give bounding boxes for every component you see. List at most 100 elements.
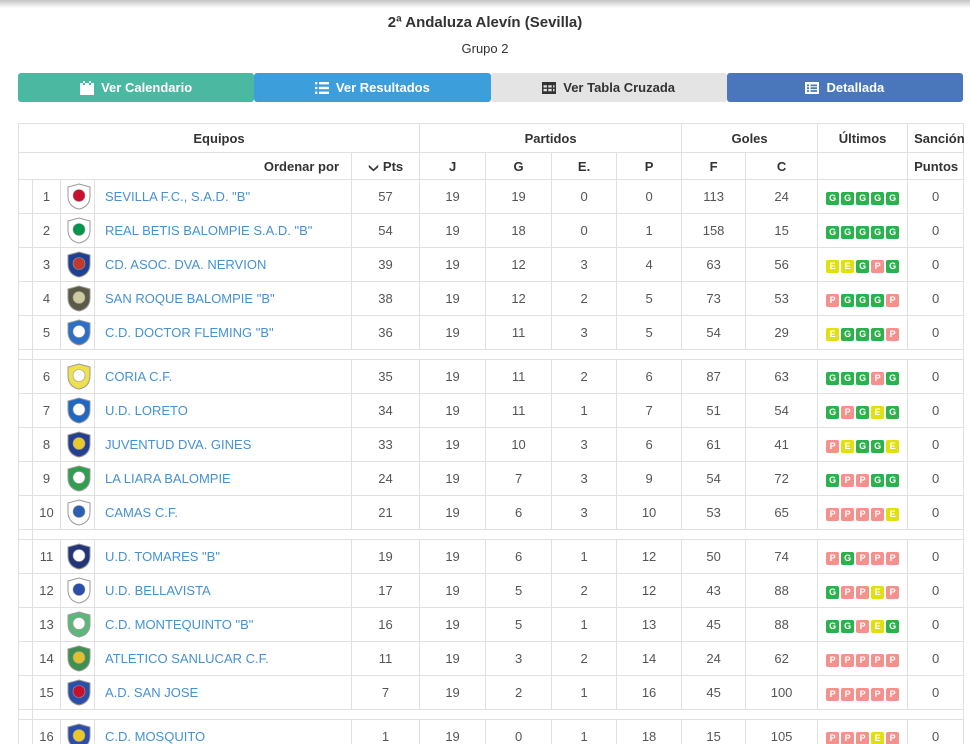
team-link[interactable]: SEVILLA F.C., S.A.D. "B" [105, 189, 251, 204]
pts-cell: 24 [350, 461, 421, 496]
team-link[interactable]: LA LIARA BALOMPIE [105, 471, 231, 486]
goals-for-cell: 51 [681, 393, 747, 428]
team-link[interactable]: ATLETICO SANLUCAR C.F. [105, 651, 269, 666]
team-link[interactable]: SAN ROQUE BALOMPIE "B" [105, 291, 275, 306]
position-cell: 4 [32, 281, 61, 316]
form-badge: P [856, 619, 870, 633]
team-crest [60, 573, 95, 608]
team-link[interactable]: C.D. MONTEQUINTO "B" [105, 617, 254, 632]
table-row: 15 A.D. SAN JOSE 7 19 2 1 16 45 100 P P P P P 0 [18, 675, 965, 710]
row-indicator-cell [18, 315, 33, 350]
draws-cell: 2 [551, 359, 618, 394]
team-link[interactable]: JUVENTUD DVA. GINES [105, 437, 252, 452]
wins-cell: 7 [485, 461, 553, 496]
team-link[interactable]: C.D. MOSQUITO [105, 729, 206, 744]
tab-label: Ver Tabla Cruzada [563, 80, 675, 95]
team-link[interactable]: U.D. LORETO [105, 403, 188, 418]
tab-ver-calendario[interactable]: Ver Calendario [18, 73, 255, 102]
form-badge: G [826, 585, 840, 599]
list-icon [314, 81, 329, 94]
draws-cell: 3 [551, 247, 618, 282]
group-header-ultimos: Últimos [817, 123, 909, 153]
list-alt-icon [805, 81, 820, 94]
team-link[interactable]: U.D. BELLAVISTA [105, 583, 211, 598]
form-badge: E [886, 507, 900, 521]
team-name-cell: ATLETICO SANLUCAR C.F. [94, 641, 352, 676]
team-link[interactable]: U.D. TOMARES "B" [105, 549, 220, 564]
goals-against-cell: 63 [745, 359, 819, 394]
played-cell: 19 [419, 427, 487, 462]
losses-cell: 0 [616, 179, 683, 214]
team-link[interactable]: A.D. SAN JOSE [105, 685, 199, 700]
team-name-cell: C.D. MOSQUITO [94, 719, 352, 744]
team-crest [60, 393, 95, 428]
pts-cell: 34 [350, 393, 421, 428]
team-link[interactable]: REAL BETIS BALOMPIE S.A.D. "B" [105, 223, 313, 238]
goals-for-cell: 87 [681, 359, 747, 394]
form-badge: P [886, 551, 900, 565]
form-badge: P [886, 687, 900, 701]
form-badge: G [826, 191, 840, 205]
goals-for-cell: 54 [681, 315, 747, 350]
tab-bar: Ver Calendario Ver Resultados Ver Tabla … [18, 73, 963, 102]
sanction-cell: 0 [907, 427, 965, 462]
table-row: 1 SEVILLA F.C., S.A.D. "B" 57 19 19 0 0 113 24 G G… [18, 179, 965, 214]
team-crest [60, 641, 95, 676]
goals-against-cell: 62 [745, 641, 819, 676]
team-crest [60, 281, 95, 316]
position-cell: 16 [32, 719, 61, 744]
form-badge: P [856, 473, 870, 487]
row-indicator-cell [18, 607, 33, 642]
form-badge: G [826, 473, 840, 487]
played-cell: 19 [419, 607, 487, 642]
col-header-p: P [616, 152, 683, 180]
col-header-f: F [681, 152, 747, 180]
pts-cell: 7 [350, 675, 421, 710]
position-cell: 5 [32, 315, 61, 350]
team-crest [60, 675, 95, 710]
goals-for-cell: 43 [681, 573, 747, 608]
draws-cell: 0 [551, 179, 618, 214]
team-link[interactable]: C.D. DOCTOR FLEMING "B" [105, 325, 274, 340]
tab-ver-tabla-cruzada[interactable]: Ver Tabla Cruzada [490, 73, 727, 102]
team-name-cell: REAL BETIS BALOMPIE S.A.D. "B" [94, 213, 352, 248]
wins-cell: 12 [485, 247, 553, 282]
sanction-cell: 0 [907, 461, 965, 496]
form-badge: G [886, 225, 900, 239]
form-badge: P [856, 731, 870, 744]
sort-pts-header[interactable]: Pts [350, 152, 421, 180]
form-badge: G [841, 551, 855, 565]
form-badge: G [841, 191, 855, 205]
team-link[interactable]: CAMAS C.F. [105, 505, 178, 520]
wins-cell: 18 [485, 213, 553, 248]
tab-ver-resultados[interactable]: Ver Resultados [254, 73, 491, 102]
team-link[interactable]: CORIA C.F. [105, 369, 173, 384]
tab-label: Detallada [826, 80, 885, 95]
pts-cell: 21 [350, 495, 421, 530]
draws-cell: 2 [551, 281, 618, 316]
wins-cell: 19 [485, 179, 553, 214]
form-badge: G [871, 191, 885, 205]
sanction-cell: 0 [907, 393, 965, 428]
team-name-cell: A.D. SAN JOSE [94, 675, 352, 710]
losses-cell: 16 [616, 675, 683, 710]
position-cell: 8 [32, 427, 61, 462]
form-badge: G [826, 405, 840, 419]
team-name-cell: JUVENTUD DVA. GINES [94, 427, 352, 462]
tab-detallada[interactable]: Detallada [726, 73, 963, 102]
wins-cell: 12 [485, 281, 553, 316]
goals-against-cell: 105 [745, 719, 819, 744]
form-badge: P [841, 585, 855, 599]
team-name-cell: CD. ASOC. DVA. NERVION [94, 247, 352, 282]
row-indicator-cell [18, 427, 33, 462]
form-badge: G [856, 439, 870, 453]
team-link[interactable]: CD. ASOC. DVA. NERVION [105, 257, 267, 272]
row-indicator-cell [18, 461, 33, 496]
table-row: 14 ATLETICO SANLUCAR C.F. 11 19 3 2 14 24 62 P P P P… [18, 641, 965, 676]
wins-cell: 0 [485, 719, 553, 744]
row-indicator-cell [18, 539, 33, 574]
team-crest [60, 359, 95, 394]
